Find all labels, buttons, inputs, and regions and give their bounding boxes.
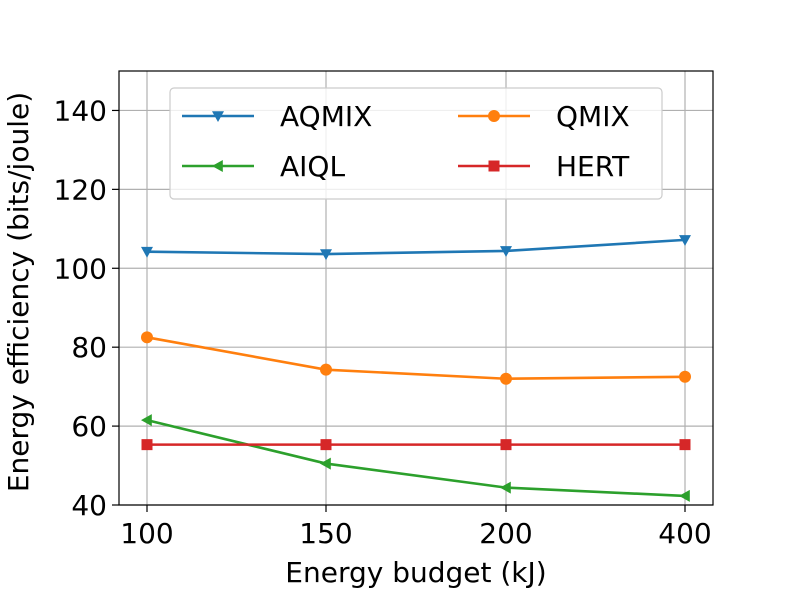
series-hert: [141, 439, 691, 451]
series-line-aqmix: [146, 238, 686, 256]
y-tick-label: 140: [54, 94, 107, 127]
data-point-aiql: [141, 414, 152, 427]
series-qmix: [141, 331, 691, 385]
data-point-qmix: [141, 331, 153, 344]
y-tick-label: 120: [54, 173, 107, 206]
y-tick-label: 60: [71, 410, 107, 443]
legend-item-hert: HERT: [458, 150, 630, 183]
y-tick-label: 80: [71, 331, 107, 364]
series-line-qmix: [146, 336, 686, 381]
legend-marker-hert: [488, 160, 500, 172]
plot-frame: [118, 70, 714, 506]
series-aiql: [141, 414, 690, 502]
y-axis-title: Energy efficiency (bits/joule): [2, 92, 35, 492]
legend-marker-aqmix: [212, 111, 224, 122]
legend-box: [169, 87, 663, 200]
ticks: 100 150 200 400 40 60 80 100 120 140: [54, 94, 712, 550]
y-tick-label: 100: [54, 252, 107, 285]
data-point-qmix: [500, 372, 512, 385]
data-point-hert: [500, 439, 512, 451]
data-point-aiql: [679, 489, 690, 502]
legend-marker-aiql: [212, 160, 223, 172]
legend-label-aqmix: AQMIX: [280, 100, 372, 133]
data-point-hert: [679, 439, 691, 451]
legend-item-qmix: QMIX: [458, 100, 630, 133]
legend-label-aiql: AIQL: [280, 150, 345, 183]
x-tick-label: 200: [479, 517, 532, 550]
data-point-aqmix: [141, 246, 153, 258]
legend-item-aiql: AIQL: [182, 150, 345, 183]
data-point-aiql: [320, 457, 331, 470]
data-point-aqmix: [500, 246, 512, 257]
legend-label-hert: HERT: [556, 150, 630, 183]
data-point-qmix: [679, 370, 691, 383]
data-point-aqmix: [679, 235, 691, 246]
series-line-aiql: [146, 418, 686, 498]
data-point-hert: [141, 439, 153, 451]
data-point-qmix: [320, 363, 332, 376]
data-point-aiql: [500, 481, 511, 494]
x-tick-label: 150: [299, 517, 352, 550]
y-tick-label: 40: [71, 489, 107, 522]
data-point-aqmix: [320, 249, 332, 261]
legend: AQMIX QMIX AIQL HERT: [169, 87, 663, 200]
series-layer: [141, 235, 691, 502]
x-tick-label: 100: [120, 517, 173, 550]
data-point-hert: [320, 439, 332, 451]
legend-label-qmix: QMIX: [556, 100, 630, 133]
x-axis-title: Energy budget (kJ): [285, 556, 546, 589]
legend-marker-qmix: [488, 110, 500, 122]
x-tick-label: 400: [658, 517, 711, 550]
series-aqmix: [141, 235, 691, 261]
legend-item-aqmix: AQMIX: [182, 100, 372, 133]
